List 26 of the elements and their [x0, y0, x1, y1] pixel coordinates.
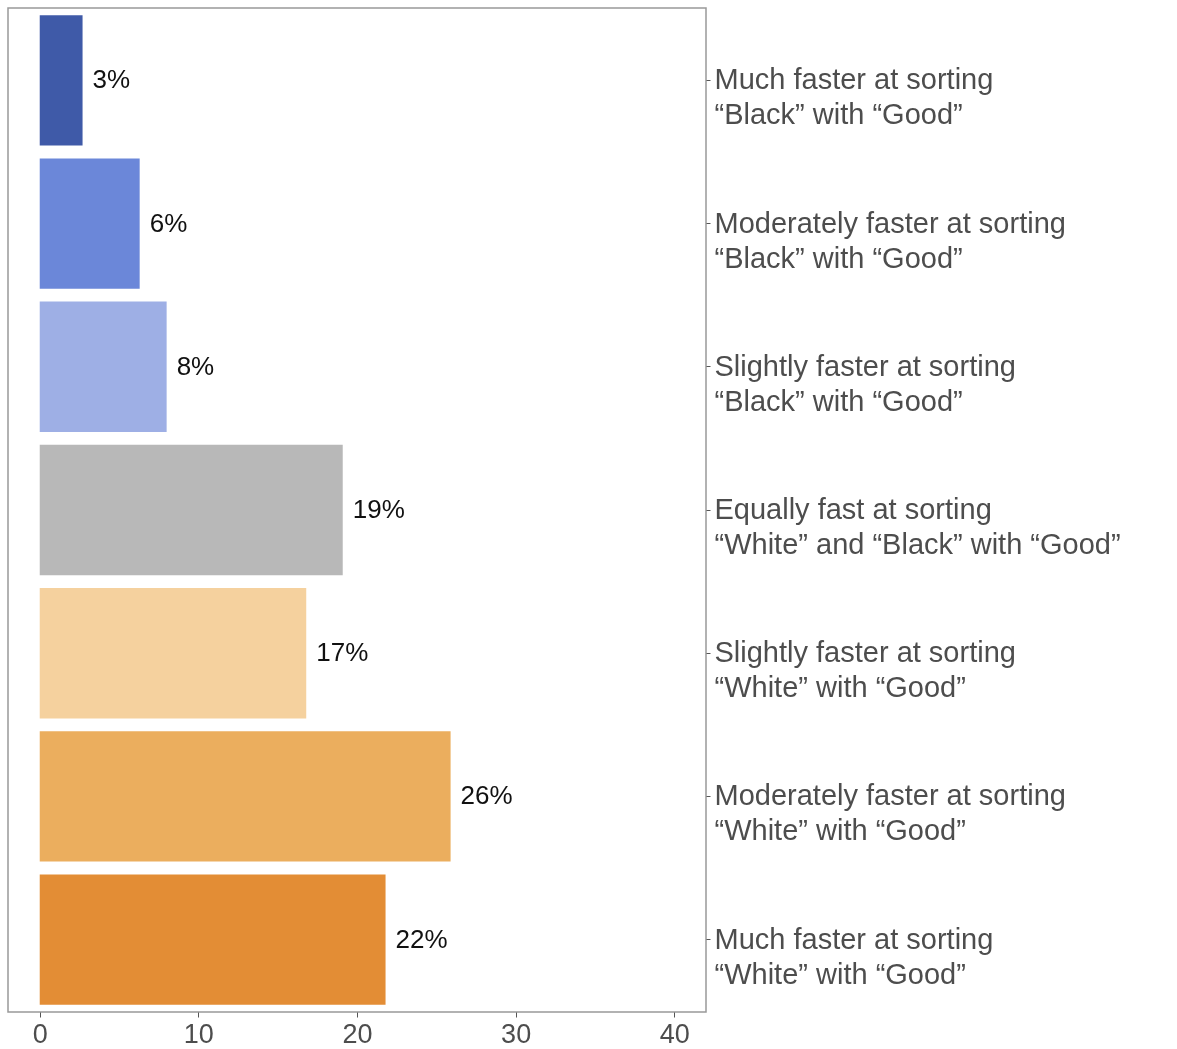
data-label: 26% [460, 780, 513, 811]
y-tick-label: Moderately faster at sorting “Black” with “Good” [714, 206, 1066, 274]
x-tick-label: 0 [32, 1018, 48, 1049]
y-tick-label: Equally fast at sorting “White” and “Black” with “Good” [714, 493, 1121, 560]
bar [39, 874, 386, 1005]
y-tick-label: Slightly faster at sorting “Black” with “Good” [714, 349, 1016, 417]
x-tick-label: 10 [183, 1018, 214, 1049]
data-label: 17% [316, 637, 369, 668]
data-label: 19% [352, 494, 405, 524]
y-tick-label: Slightly faster at sorting “White” with “Good” [714, 636, 1016, 704]
x-tick-label: 30 [501, 1018, 532, 1049]
bar [39, 158, 140, 289]
y-tick-label: Much faster at sorting “Black” with “Good” [714, 63, 994, 131]
y-tick-label: Moderately faster at sorting “White” with “Good” [714, 779, 1066, 847]
y-tick-label: Much faster at sorting “White” with “Good” [714, 922, 994, 990]
bar [39, 588, 307, 719]
data-label: 6% [149, 207, 188, 238]
data-label: 22% [395, 923, 448, 954]
bar [39, 444, 343, 576]
x-tick-label: 20 [342, 1018, 373, 1049]
data-label: 3% [92, 64, 131, 95]
bar [39, 15, 83, 146]
x-tick-label: 40 [659, 1018, 690, 1049]
data-label: 8% [176, 350, 215, 381]
bar [39, 301, 167, 432]
bar [39, 731, 451, 862]
